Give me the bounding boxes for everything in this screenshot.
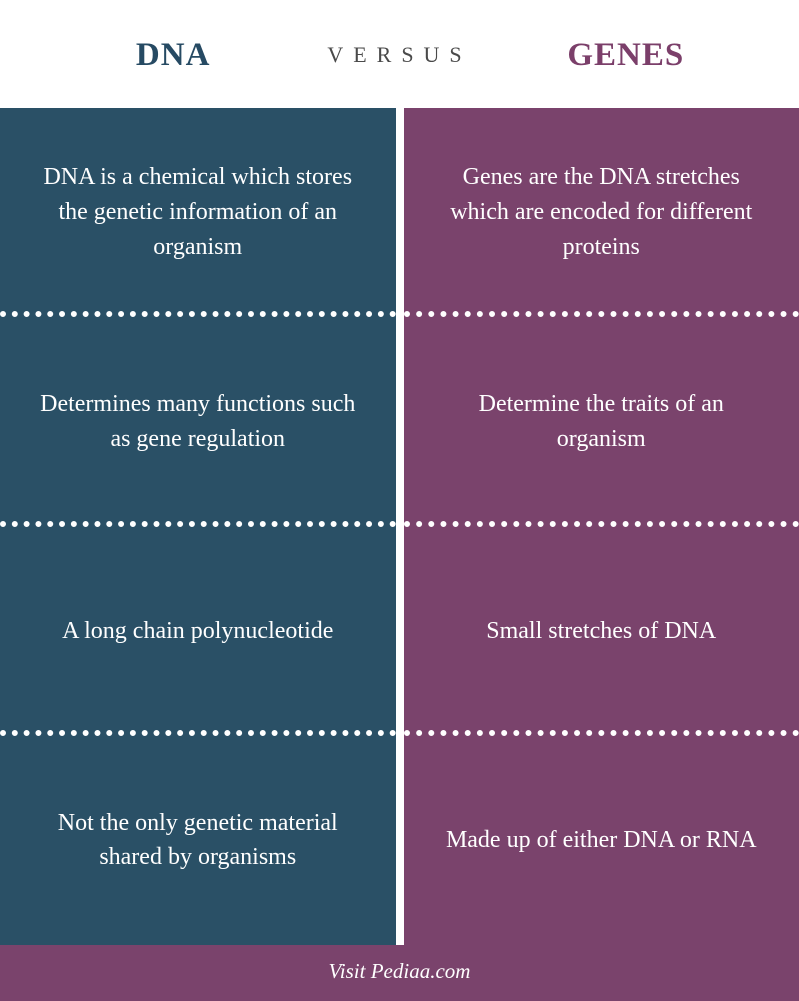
left-cell: A long chain polynucleotide — [0, 527, 396, 736]
column-divider — [396, 108, 404, 945]
comparison-columns: DNA is a chemical which stores the genet… — [0, 108, 799, 945]
header-right-title: GENES — [513, 37, 739, 74]
right-cell: Genes are the DNA stretches which are en… — [404, 108, 799, 317]
right-cell: Small stretches of DNA — [404, 527, 799, 736]
left-cell: Not the only genetic material shared by … — [0, 736, 396, 945]
left-cell: Determines many functions such as gene r… — [0, 317, 396, 526]
comparison-header: DNA VERSUS GENES — [0, 0, 799, 108]
footer-credit: Visit Pediaa.com — [0, 945, 799, 1001]
header-versus-label: VERSUS — [286, 42, 512, 68]
right-cell: Determine the traits of an organism — [404, 317, 799, 526]
left-cell: DNA is a chemical which stores the genet… — [0, 108, 396, 317]
left-column: DNA is a chemical which stores the genet… — [0, 108, 396, 945]
header-left-title: DNA — [60, 37, 286, 74]
right-column: Genes are the DNA stretches which are en… — [404, 108, 799, 945]
right-cell: Made up of either DNA or RNA — [404, 736, 799, 945]
